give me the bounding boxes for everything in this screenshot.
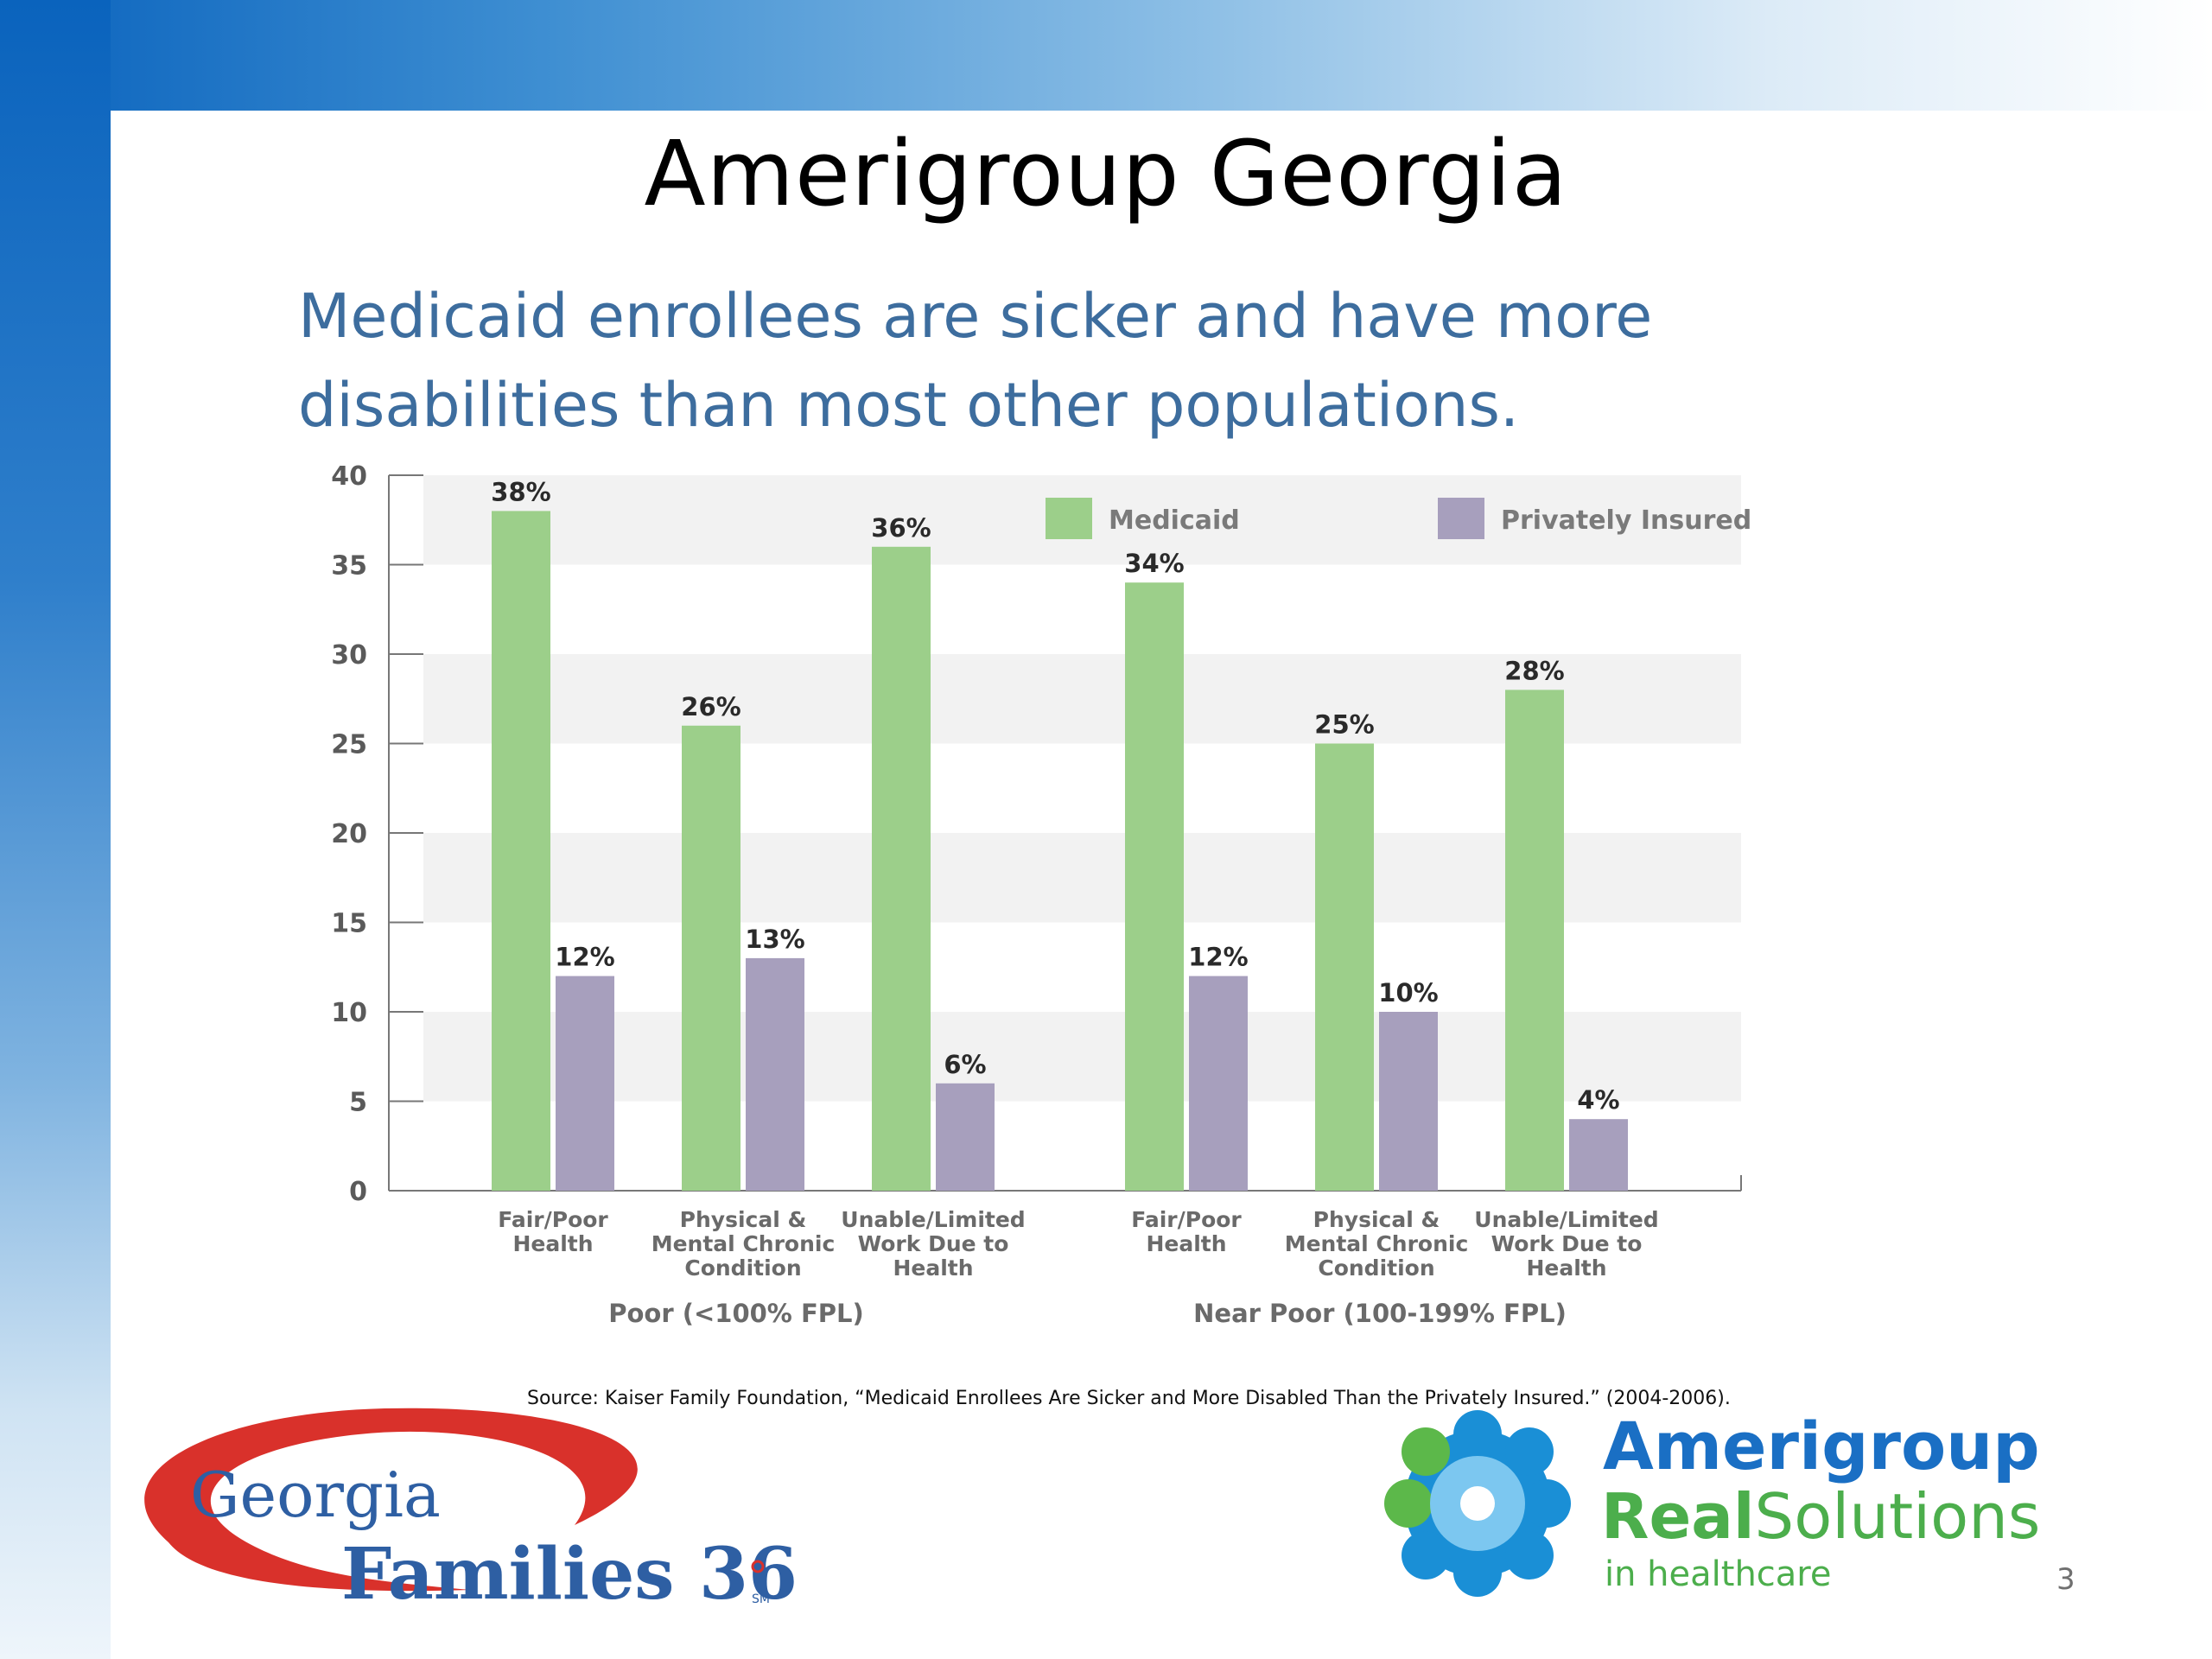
bar-privately-insured: [1569, 1119, 1628, 1191]
bar-medicaid: [1315, 743, 1374, 1191]
group-label: Poor (<100% FPL): [608, 1299, 864, 1328]
logo-degree-mark: [751, 1560, 765, 1573]
legend-swatch-privately-insured: [1438, 498, 1484, 539]
slide-title: Amerigroup Georgia: [644, 121, 1568, 226]
data-label-medicaid: 34%: [1124, 549, 1184, 578]
data-label-medicaid: 25%: [1314, 710, 1374, 740]
data-label-privately-insured: 12%: [555, 943, 614, 972]
y-tick-label: 15: [331, 909, 367, 939]
bar-privately-insured: [1189, 976, 1248, 1191]
subtitle-line-2: disabilities than most other populations…: [298, 370, 1520, 441]
page-number: 3: [2056, 1562, 2075, 1597]
category-label: Physical & Mental Chronic Condition: [1285, 1207, 1469, 1281]
data-label-privately-insured: 12%: [1188, 943, 1248, 972]
georgia-families-360-logo: Georgia Families 360 SM: [144, 1408, 799, 1616]
y-tick-label: 10: [331, 998, 367, 1028]
data-label-medicaid: 26%: [681, 692, 741, 721]
bar-medicaid: [492, 511, 550, 1191]
source-citation: Source: Kaiser Family Foundation, “Medic…: [527, 1388, 1731, 1409]
y-tick-label: 35: [331, 551, 367, 582]
amerigroup-flower-mark: [1384, 1410, 1571, 1597]
category-label: Fair/Poor Health: [1131, 1207, 1242, 1256]
chart-labels: 38% 12% 26% 13% 36% 6% 34% 12% 25% 10% 28% 4% Fair/P…: [491, 477, 1658, 1328]
data-label-privately-insured: 13%: [745, 925, 804, 954]
data-label-medicaid: 28%: [1504, 656, 1564, 685]
subtitle-line-1: Medicaid enrollees are sicker and have m…: [298, 281, 1653, 352]
logo-families-text: Families 360: [341, 1533, 799, 1616]
legend-swatch-medicaid: [1046, 498, 1092, 539]
bar-chart: 0 5 10 15 20 25 30 35 40 38% 12% 26% 13% 36% 6% 34% 12%…: [331, 461, 1751, 1328]
bar-privately-insured: [556, 976, 614, 1191]
left-gradient-strip: [0, 0, 111, 1659]
category-label: Unable/Limited Work Due to Health: [1474, 1207, 1658, 1281]
y-tick-label: 40: [331, 461, 367, 492]
y-tick-label: 25: [331, 730, 367, 760]
amerigroup-realsolutions-logo: Amerigroup RealSolutions in healthcare: [1384, 1408, 2040, 1597]
data-label-medicaid: 38%: [491, 477, 550, 506]
bar-privately-insured: [746, 957, 804, 1191]
logo-realsolutions-text: RealSolutions: [1601, 1480, 2040, 1553]
data-label-privately-insured: 6%: [944, 1050, 986, 1079]
legend-label-medicaid: Medicaid: [1109, 505, 1240, 536]
chart-bars: [492, 511, 1628, 1191]
bar-medicaid: [682, 725, 741, 1191]
bar-medicaid: [1505, 690, 1564, 1191]
logo-sm-mark: SM: [752, 1592, 770, 1606]
y-tick-label: 20: [331, 819, 367, 849]
bar-medicaid: [1125, 582, 1184, 1191]
slide-subtitle: Medicaid enrollees are sicker and have m…: [298, 272, 1940, 450]
category-label: Unable/Limited Work Due to Health: [841, 1207, 1025, 1281]
data-label-medicaid: 36%: [871, 513, 931, 543]
category-label: Fair/Poor Health: [498, 1207, 608, 1256]
logo-amerigroup-text: Amerigroup: [1603, 1408, 2040, 1484]
bar-medicaid: [872, 546, 931, 1191]
category-label: Physical & Mental Chronic Condition: [652, 1207, 836, 1281]
y-tick-label: 5: [349, 1088, 367, 1118]
bar-privately-insured: [1379, 1012, 1438, 1191]
data-label-privately-insured: 10%: [1378, 978, 1438, 1007]
data-label-privately-insured: 4%: [1577, 1085, 1619, 1115]
logo-georgia-text: Georgia: [190, 1459, 441, 1531]
logo-in-healthcare-text: in healthcare: [1605, 1554, 1831, 1594]
legend-label-privately-insured: Privately Insured: [1501, 505, 1751, 536]
bar-privately-insured: [936, 1083, 995, 1191]
y-tick-label: 0: [349, 1177, 367, 1207]
y-tick-label: 30: [331, 640, 367, 671]
chart-legend: Medicaid Privately Insured: [1046, 498, 1751, 539]
group-label: Near Poor (100-199% FPL): [1193, 1299, 1567, 1328]
